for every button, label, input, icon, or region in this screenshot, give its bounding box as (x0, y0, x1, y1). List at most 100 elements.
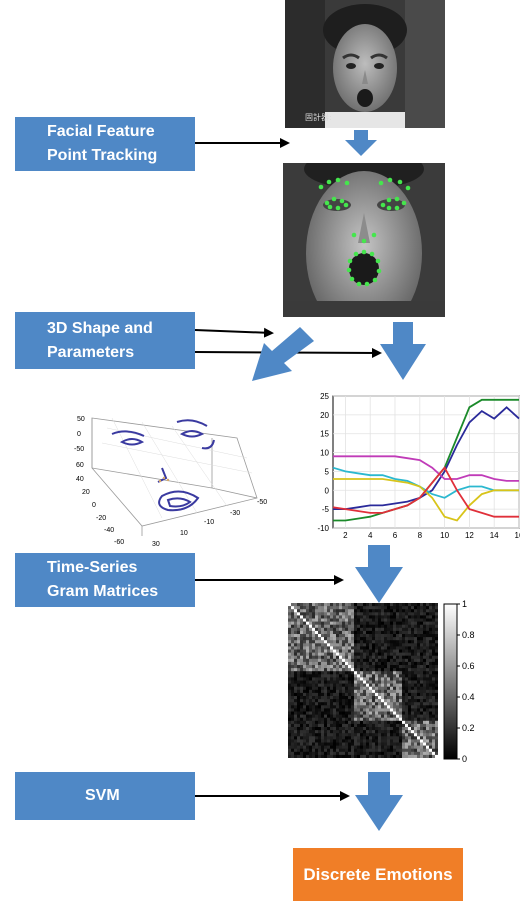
heatmap-cell (384, 714, 388, 718)
heatmap-cell (375, 609, 379, 613)
heatmap-cell (354, 624, 358, 629)
heatmap-cell (312, 630, 316, 635)
y-tick: -20 (96, 515, 106, 522)
heatmap-cell (351, 714, 355, 718)
heatmap-cell (405, 711, 409, 715)
heatmap-cell (339, 705, 343, 709)
heatmap-cell (297, 612, 301, 616)
heatmap-cell (426, 621, 430, 625)
heatmap-cell (351, 652, 355, 656)
heatmap-cell (408, 717, 412, 722)
heatmap-cell (375, 630, 379, 635)
heatmap-cell (339, 674, 343, 678)
heatmap-cell (396, 708, 400, 712)
heatmap-cell (288, 621, 292, 625)
heatmap-cell (306, 686, 310, 691)
heatmap-cell (417, 646, 421, 650)
heatmap-cell (420, 717, 424, 722)
heatmap-cell (405, 739, 409, 743)
heatmap-cell (354, 696, 358, 700)
heatmap-cell (390, 655, 394, 660)
heatmap-cell (405, 717, 409, 722)
heatmap-cell (330, 720, 334, 725)
heatmap-cell (354, 661, 358, 666)
heatmap-cell (414, 661, 418, 666)
heatmap-cell (342, 720, 346, 725)
heatmap-cell (405, 640, 409, 644)
heatmap-cell (363, 674, 367, 678)
heatmap-cell (306, 615, 310, 619)
heatmap-cell (354, 692, 358, 697)
heatmap-cell (429, 696, 433, 700)
heatmap-cell (324, 677, 328, 681)
heatmap-cell (378, 717, 382, 722)
heatmap-cell (306, 649, 310, 653)
heatmap-cell (321, 754, 325, 758)
heatmap-cell (384, 658, 388, 663)
heatmap-cell (387, 727, 391, 731)
heatmap-cell (321, 621, 325, 625)
heatmap-cell (411, 717, 415, 722)
heatmap-cell (405, 733, 409, 737)
heatmap-cell (312, 730, 316, 734)
heatmap-cell (363, 612, 367, 616)
heatmap-cell (324, 683, 328, 687)
heatmap-cell (411, 677, 415, 681)
heatmap-cell (312, 646, 316, 650)
heatmap-cell (426, 686, 430, 691)
heatmap-cell (405, 720, 409, 725)
heatmap-cell (384, 696, 388, 700)
heatmap-cell (405, 745, 409, 749)
colorbar: 00.20.40.60.81 (443, 599, 475, 763)
heatmap-cell (321, 606, 325, 610)
heatmap-cell (390, 702, 394, 706)
heatmap-cell (387, 736, 391, 740)
heatmap-cell (348, 674, 352, 678)
heatmap-cell (291, 671, 295, 675)
heatmap-cell (351, 655, 355, 660)
y-tick-label: 5 (325, 467, 330, 476)
heatmap-cell (303, 621, 307, 625)
heatmap-cell (294, 668, 298, 672)
heatmap-cell (360, 609, 364, 613)
heatmap-cell (291, 658, 295, 663)
heatmap-cell (435, 652, 438, 656)
heatmap-cell (357, 640, 361, 644)
heatmap-cell (372, 674, 376, 678)
heatmap-cell (327, 624, 331, 629)
heatmap-cell (432, 618, 436, 622)
heatmap-cell (363, 689, 367, 694)
heatmap-cell (402, 637, 406, 641)
heatmap-cell (342, 739, 346, 743)
heatmap-cell (423, 665, 427, 669)
heatmap-cell (315, 702, 319, 706)
heatmap-cell (375, 621, 379, 625)
heatmap-cell (330, 742, 334, 746)
heatmap-cell (366, 665, 370, 669)
heatmap-cell (387, 730, 391, 734)
heatmap-cell (288, 615, 292, 619)
heatmap-cell (309, 754, 313, 758)
heatmap-cell (399, 686, 403, 691)
heatmap-cell (366, 751, 370, 756)
heatmap-cell (291, 702, 295, 706)
heatmap-cell (291, 621, 295, 625)
y-tick-label: 15 (320, 430, 329, 439)
heatmap-cell (426, 655, 430, 660)
heatmap-cell (405, 680, 409, 684)
heatmap-cell (396, 674, 400, 678)
heatmap-cell (321, 711, 325, 715)
heatmap-cell (327, 677, 331, 681)
heatmap-cell (378, 699, 382, 703)
heatmap-cell (366, 655, 370, 660)
heatmap-cell (288, 692, 292, 697)
x-tick-label: 12 (465, 531, 474, 540)
heatmap-cell (393, 736, 397, 740)
heatmap-cell (345, 730, 349, 734)
heatmap-cell (387, 621, 391, 625)
heatmap-cell (297, 754, 301, 758)
heatmap-cell (369, 621, 373, 625)
heatmap-cell (324, 745, 328, 749)
heatmap-cell (348, 692, 352, 697)
heatmap-cell (372, 751, 376, 756)
